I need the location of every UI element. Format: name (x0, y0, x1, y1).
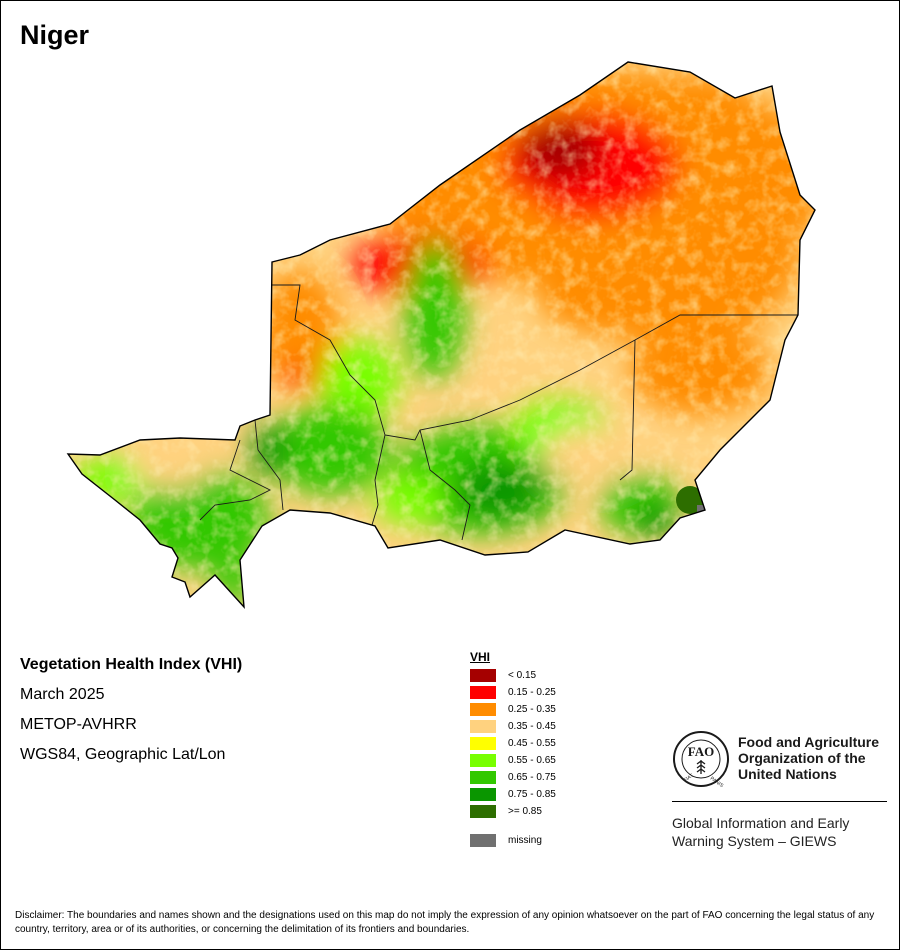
legend-swatch (470, 720, 496, 733)
disclaimer: Disclaimer: The boundaries and names sho… (15, 910, 875, 935)
legend-label: >= 0.85 (508, 806, 542, 817)
legend-item: 0.45 - 0.55 (470, 735, 556, 752)
svg-text:PANIS: PANIS (709, 776, 725, 788)
map-info: Vegetation Health Index (VHI) March 2025… (20, 656, 242, 776)
giews-name: Global Information and Early Warning Sys… (672, 815, 850, 849)
legend-swatch (470, 754, 496, 767)
legend-swatch (470, 737, 496, 750)
svg-text:FIAT: FIAT (683, 773, 695, 784)
legend-swatch (470, 686, 496, 699)
legend-label: missing (508, 835, 542, 846)
projection: WGS84, Geographic Lat/Lon (20, 746, 226, 763)
legend-swatch (470, 703, 496, 716)
legend-swatch (470, 788, 496, 801)
legend-item-missing: missing (470, 832, 556, 849)
vhi-map (67, 61, 816, 608)
legend-item: 0.25 - 0.35 (470, 701, 556, 718)
legend-item: 0.55 - 0.65 (470, 752, 556, 769)
legend-swatch (470, 669, 496, 682)
map-title: Niger (20, 20, 90, 50)
fao-name: Food and Agriculture Organization of the… (738, 734, 880, 782)
legend-item: 0.75 - 0.85 (470, 786, 556, 803)
divider (672, 801, 887, 802)
legend-label: 0.65 - 0.75 (508, 772, 556, 783)
legend-label: 0.35 - 0.45 (508, 721, 556, 732)
legend: VHI < 0.15 0.15 - 0.25 0.25 - 0.35 0.35 … (470, 650, 556, 849)
svg-text:FAO: FAO (688, 744, 714, 759)
legend-item: 0.35 - 0.45 (470, 718, 556, 735)
vhi-raster (68, 62, 815, 607)
legend-swatch (470, 771, 496, 784)
region-boundaries (199, 284, 798, 541)
legend-item: 0.15 - 0.25 (470, 684, 556, 701)
legend-label: 0.55 - 0.65 (508, 755, 556, 766)
legend-label: < 0.15 (508, 670, 537, 681)
legend-item: < 0.15 (470, 667, 556, 684)
legend-label: 0.75 - 0.85 (508, 789, 556, 800)
legend-swatch (470, 834, 496, 847)
legend-item: 0.65 - 0.75 (470, 769, 556, 786)
fao-emblem-icon: FAO FIAT PANIS (673, 731, 729, 788)
sensor: METOP-AVHRR (20, 716, 137, 733)
period: March 2025 (20, 686, 105, 703)
legend-label: 0.15 - 0.25 (508, 687, 556, 698)
legend-label: 0.25 - 0.35 (508, 704, 556, 715)
index-name: Vegetation Health Index (VHI) (20, 656, 243, 673)
legend-item: >= 0.85 (470, 803, 556, 820)
legend-title: VHI (470, 650, 491, 664)
legend-label: 0.45 - 0.55 (508, 738, 556, 749)
legend-classes: < 0.15 0.15 - 0.25 0.25 - 0.35 0.35 - 0.… (470, 667, 556, 820)
legend-swatch (470, 805, 496, 818)
